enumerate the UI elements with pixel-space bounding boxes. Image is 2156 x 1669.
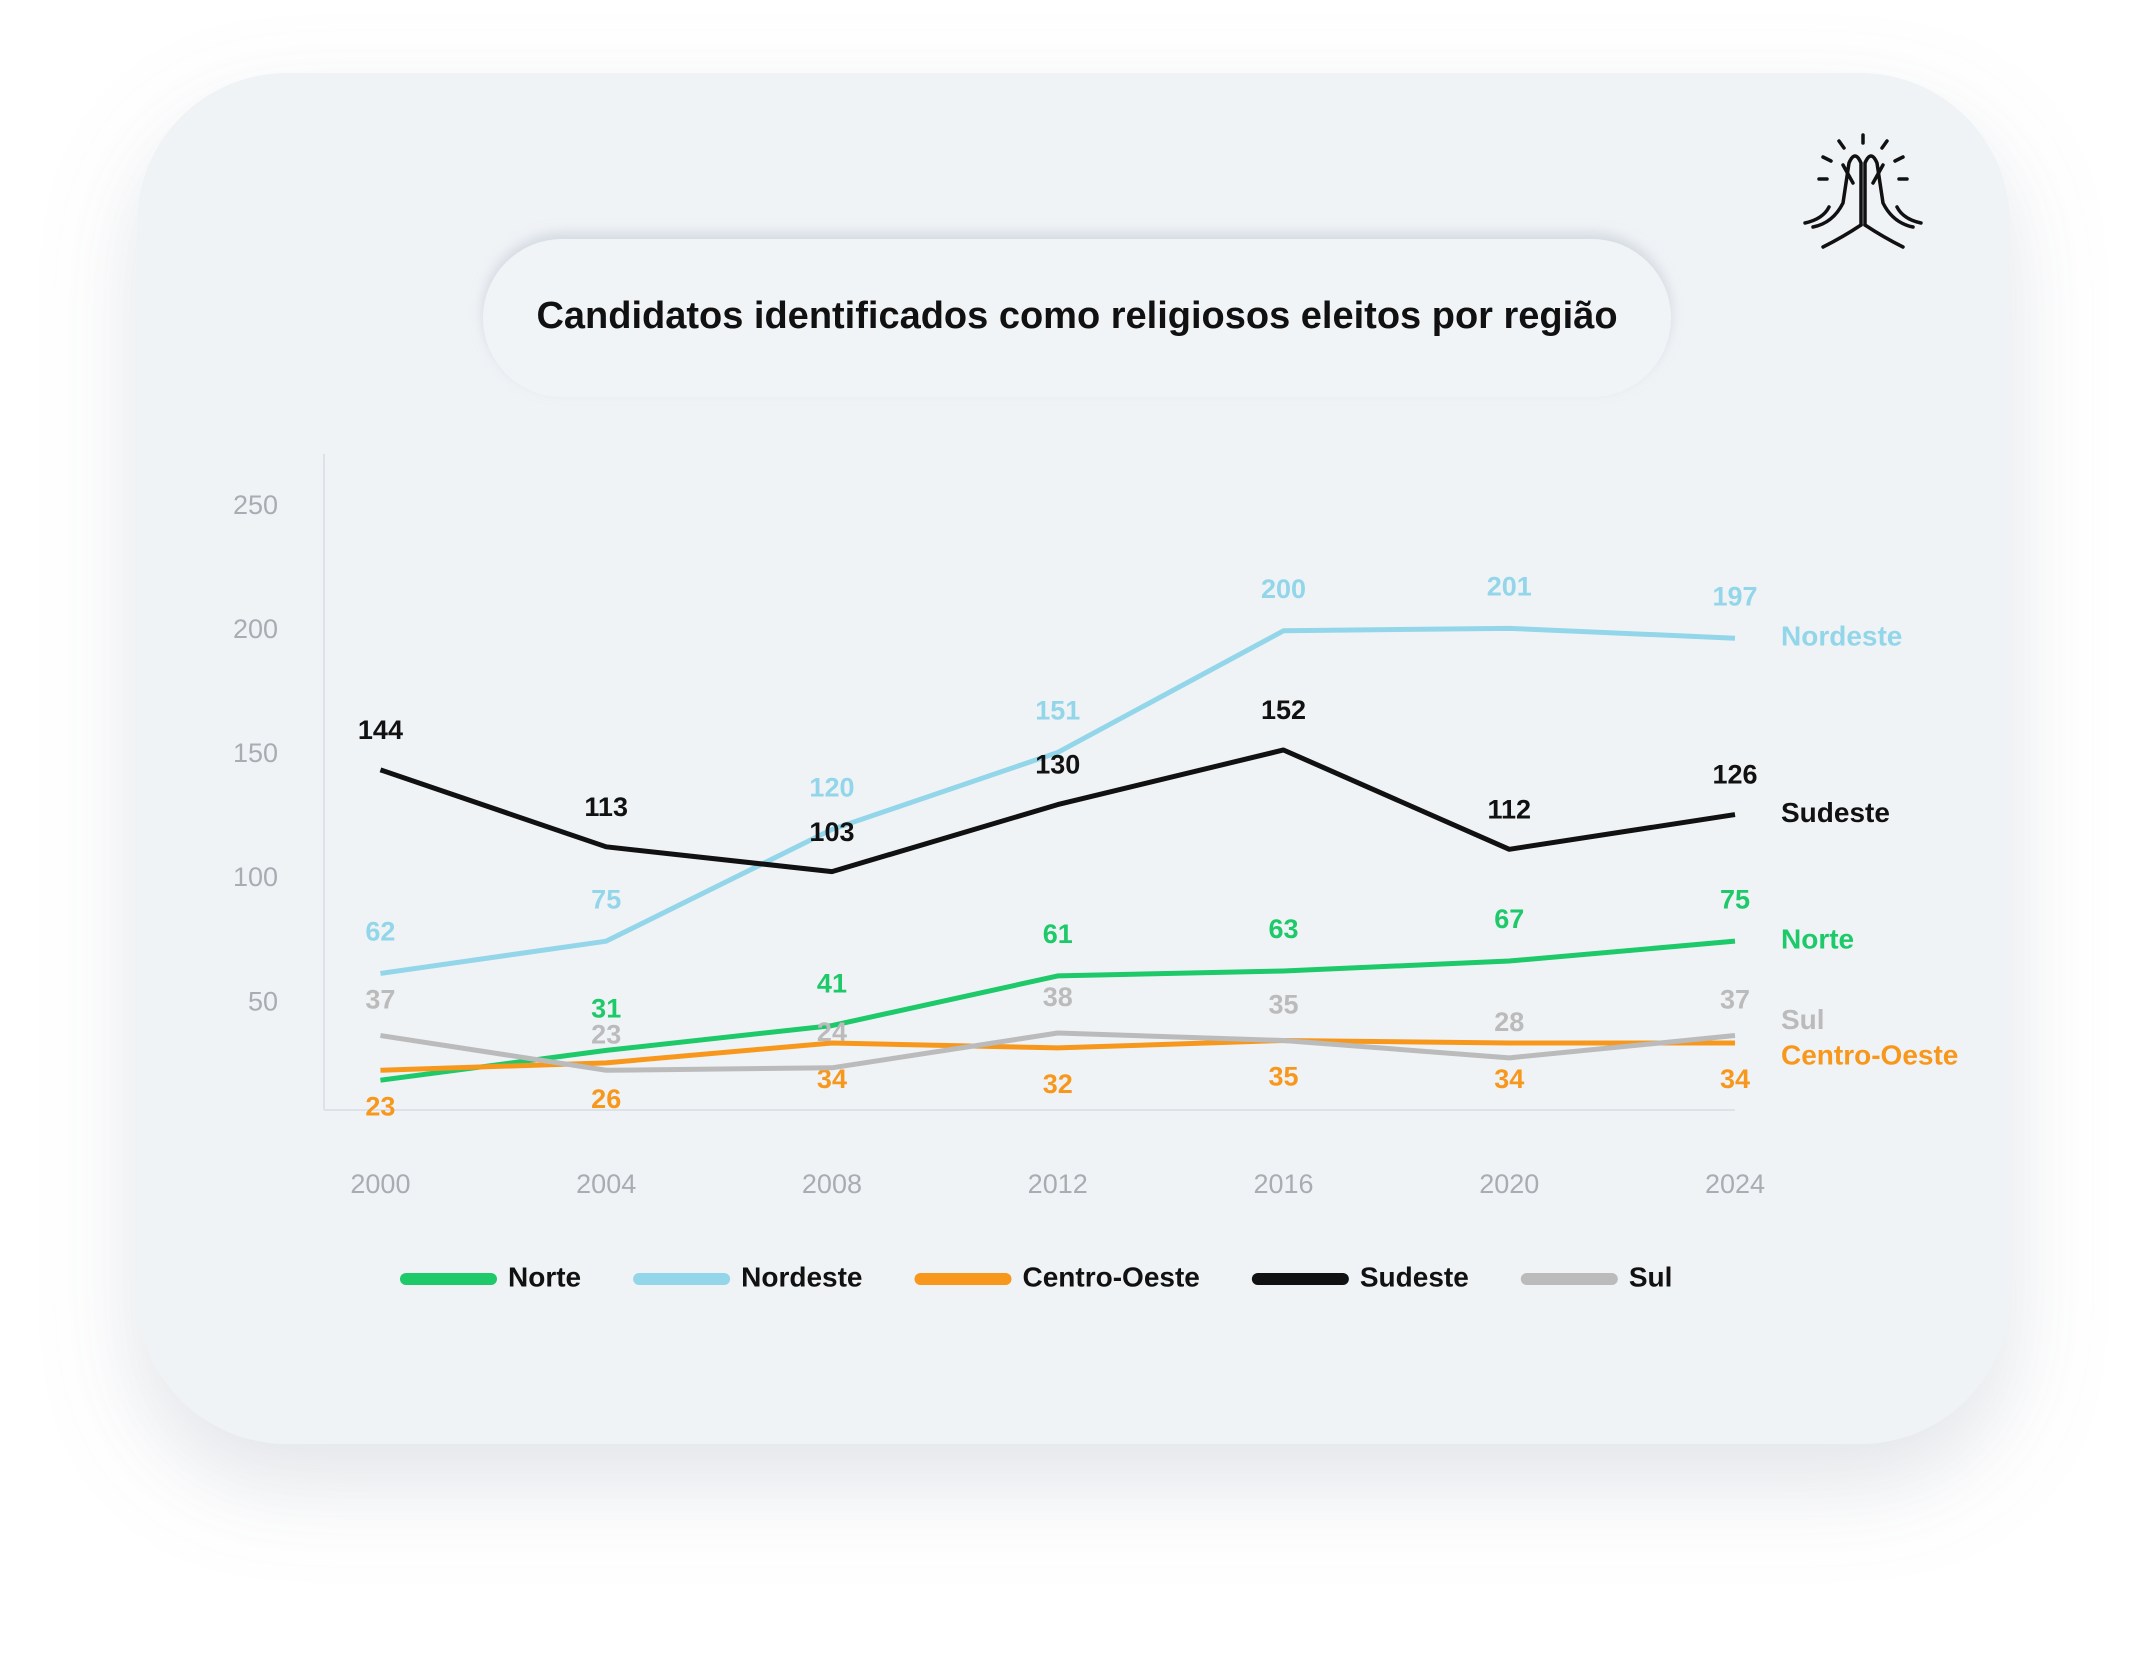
series-end-label: Sudeste: [1781, 797, 1890, 828]
y-tick-label: 200: [233, 614, 278, 644]
value-label: 144: [358, 715, 403, 745]
value-label: 197: [1712, 581, 1757, 611]
chart-title: Candidatos identificados como religiosos…: [536, 295, 1617, 337]
value-label: 61: [1043, 919, 1073, 949]
series-end-label: Nordeste: [1781, 621, 1902, 652]
value-label: 201: [1487, 571, 1532, 601]
value-label: 35: [1268, 1062, 1298, 1092]
value-label: 23: [365, 1091, 395, 1121]
x-tick-label: 2016: [1253, 1169, 1313, 1199]
value-label: 112: [1487, 794, 1531, 824]
series-line: [380, 1030, 1736, 1073]
value-label: 75: [591, 884, 621, 914]
legend-label: Centro-Oeste: [1023, 1261, 1200, 1292]
value-label: 120: [809, 773, 854, 803]
legend-label: Norte: [508, 1261, 581, 1292]
value-label: 130: [1035, 750, 1080, 780]
x-tick-label: 2008: [802, 1169, 862, 1199]
value-label: 28: [1494, 1007, 1524, 1037]
value-label: 113: [584, 792, 628, 822]
value-label: 126: [1712, 760, 1757, 790]
x-tick-label: 2012: [1028, 1169, 1088, 1199]
value-label: 152: [1261, 695, 1306, 725]
series-line: [380, 625, 1736, 976]
value-label: 31: [591, 994, 621, 1024]
value-label: 35: [1268, 990, 1298, 1020]
series-line: [380, 1037, 1735, 1073]
y-tick-label: 100: [233, 862, 278, 892]
value-label: 67: [1494, 904, 1524, 934]
legend-label: Sul: [1629, 1261, 1673, 1292]
y-tick-label: 150: [233, 738, 278, 768]
value-label: 63: [1268, 914, 1298, 944]
value-label: 23: [591, 1019, 621, 1049]
value-label: 200: [1261, 574, 1306, 604]
value-label: 26: [591, 1084, 621, 1114]
value-label: 34: [1720, 1064, 1750, 1094]
series-end-label: Centro-Oeste: [1781, 1039, 1958, 1070]
y-tick-label: 250: [233, 490, 278, 520]
x-tick-label: 2024: [1705, 1169, 1765, 1199]
title-pill: [483, 239, 1671, 397]
value-label: 62: [365, 917, 395, 947]
legend-label: Sudeste: [1360, 1261, 1469, 1292]
card: [137, 73, 2010, 1444]
value-label: 38: [1043, 982, 1073, 1012]
x-tick-label: 2000: [350, 1169, 410, 1199]
value-label: 37: [1720, 985, 1750, 1015]
series-end-label: Norte: [1781, 924, 1854, 955]
y-tick-label: 50: [248, 986, 278, 1016]
x-tick-label: 2004: [576, 1169, 636, 1199]
legend-label: Nordeste: [741, 1261, 862, 1292]
value-label: 24: [817, 1017, 847, 1047]
value-label: 151: [1035, 696, 1080, 726]
series-line: [379, 747, 1736, 875]
value-label: 103: [809, 817, 854, 847]
value-label: 41: [817, 969, 847, 999]
x-tick-label: 2020: [1479, 1169, 1539, 1199]
value-label: 34: [1494, 1064, 1524, 1094]
value-label: 32: [1043, 1069, 1073, 1099]
value-label: 37: [365, 985, 395, 1015]
pray-icon: [1803, 133, 1923, 249]
series-line: [380, 938, 1736, 1083]
series-end-label: Sul: [1781, 1004, 1825, 1035]
value-label: 75: [1720, 884, 1750, 914]
